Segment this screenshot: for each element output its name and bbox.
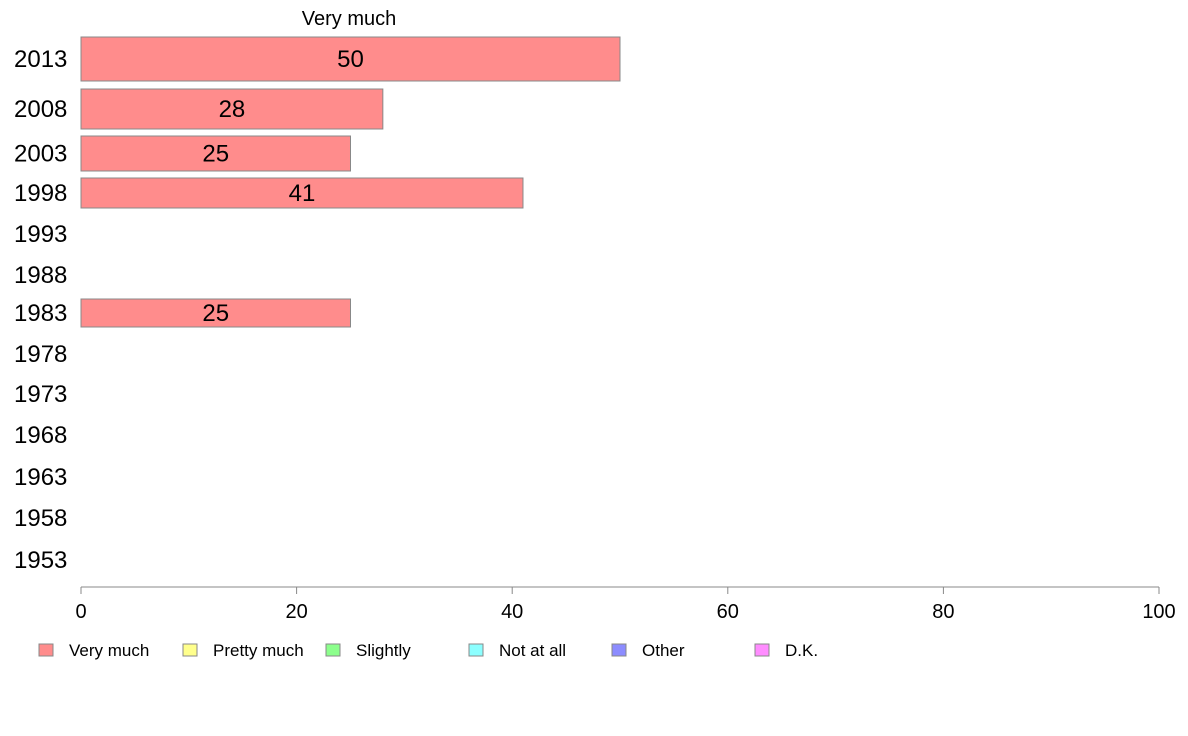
bar-value-label: 50 xyxy=(337,46,364,73)
year-label: 1963 xyxy=(14,464,67,491)
legend-label: Pretty much xyxy=(213,641,304,660)
legend-item: Not at all xyxy=(468,641,566,660)
year-label: 1998 xyxy=(14,180,67,207)
bar-value-label: 25 xyxy=(202,300,229,327)
year-label: 1993 xyxy=(14,221,67,248)
legend-swatch xyxy=(611,643,627,657)
legend-item: Slightly xyxy=(325,641,411,660)
year-labels: 2013 2008 2003 1998 1993 1988 1983 1978 1973 1968… xyxy=(14,46,67,574)
legend-swatch xyxy=(754,643,770,657)
year-label: 2008 xyxy=(14,96,67,123)
x-tick-label: 60 xyxy=(717,601,739,623)
year-label: 2013 xyxy=(14,46,67,73)
legend-item: D.K. xyxy=(754,641,818,660)
year-label: 2003 xyxy=(14,141,67,168)
bar-1998 xyxy=(80,177,524,209)
bar-value-label: 28 xyxy=(219,96,246,123)
year-label: 1983 xyxy=(14,300,67,327)
legend: Very much Pretty much Slightly Not at all Ot… xyxy=(38,641,818,660)
legend-label: Other xyxy=(642,641,685,660)
legend-item: Other xyxy=(611,641,685,660)
year-label: 1978 xyxy=(14,341,67,368)
bar-2008 xyxy=(80,88,384,130)
legend-item: Very much xyxy=(38,641,149,660)
legend-label: D.K. xyxy=(785,641,818,660)
bar-value-label: 25 xyxy=(202,141,229,168)
year-label: 1973 xyxy=(14,381,67,408)
series-header: Very much xyxy=(302,8,396,30)
legend-swatch xyxy=(468,643,484,657)
x-tick-label: 40 xyxy=(501,601,523,623)
x-axis: 0 20 40 60 80 100 xyxy=(75,586,1176,623)
legend-item: Pretty much xyxy=(182,641,304,660)
bar-2003 xyxy=(80,135,351,172)
year-label: 1953 xyxy=(14,547,67,574)
bar-value-label: 41 xyxy=(289,180,316,207)
legend-label: Slightly xyxy=(356,641,411,660)
x-tick-label: 20 xyxy=(285,601,307,623)
bars-layer: 50 28 25 41 25 xyxy=(80,36,621,328)
x-tick-label: 80 xyxy=(932,601,954,623)
legend-label: Not at all xyxy=(499,641,566,660)
legend-label: Very much xyxy=(69,641,149,660)
bar-2013 xyxy=(80,36,621,82)
legend-swatch xyxy=(182,643,198,657)
legend-swatch xyxy=(325,643,341,657)
x-tick-label: 0 xyxy=(75,601,86,623)
year-label: 1988 xyxy=(14,262,67,289)
year-label: 1958 xyxy=(14,505,67,532)
bar-1983 xyxy=(80,298,351,328)
x-tick-label: 100 xyxy=(1142,601,1175,623)
year-label: 1968 xyxy=(14,422,67,449)
legend-swatch xyxy=(38,643,54,657)
